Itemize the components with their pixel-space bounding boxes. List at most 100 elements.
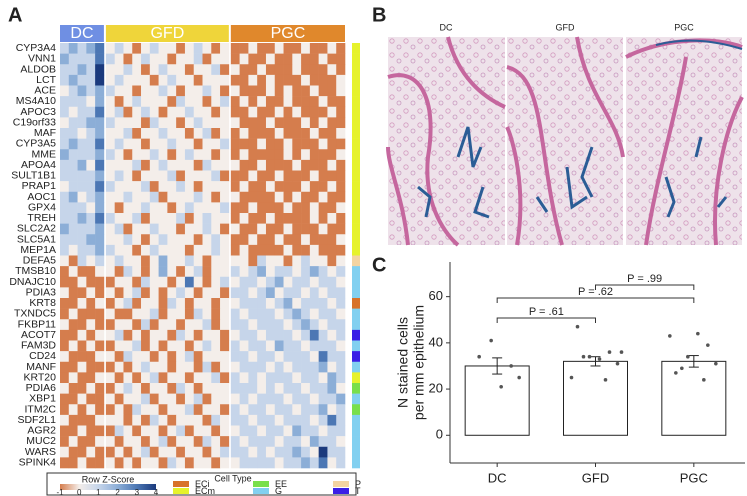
- heatmap-cell: [60, 361, 70, 373]
- gene-label: ITM2C: [25, 403, 57, 415]
- heatmap-cell: [176, 244, 186, 256]
- heatmap-cell: [336, 404, 346, 416]
- heatmap-cell: [257, 138, 267, 150]
- heatmap-cell: [248, 383, 258, 394]
- heatmap-cell: [274, 74, 284, 86]
- heatmap-cell: [230, 53, 240, 65]
- heatmap-cell: [68, 106, 78, 118]
- heatmap-cell: [283, 414, 293, 426]
- heatmap-cell: [327, 138, 337, 150]
- heatmap-cell: [141, 425, 151, 437]
- heatmap-cell: [114, 393, 124, 405]
- heatmap-cell: [167, 223, 177, 235]
- heatmap-cell: [184, 425, 195, 437]
- heatmap-cell: [114, 138, 124, 150]
- heatmap-cell: [283, 138, 293, 150]
- heatmap-cell: [257, 255, 267, 267]
- heatmap-cell: [309, 74, 319, 86]
- heatmap-cell: [132, 202, 142, 214]
- heatmap-cell: [336, 244, 346, 256]
- heatmap-cell: [274, 436, 284, 448]
- heatmap-cell: [95, 393, 105, 405]
- heatmap-cell: [158, 351, 168, 363]
- heatmap-cell: [257, 128, 267, 139]
- heatmap-cell: [77, 191, 87, 203]
- heatmap-cell: [292, 457, 302, 469]
- gene-label: APOC3: [20, 106, 56, 118]
- heatmap-cell: [265, 393, 276, 405]
- heatmap-cell: [193, 106, 203, 118]
- heatmap-cell: [283, 149, 293, 161]
- heatmap-cell: [265, 329, 276, 341]
- heatmap-cell: [86, 340, 96, 352]
- heatmap-cell: [239, 436, 249, 448]
- heatmap-cell: [336, 106, 346, 118]
- heatmap-cell: [141, 404, 151, 416]
- heatmap-cell: [211, 266, 221, 278]
- heatmap-cell: [274, 255, 284, 267]
- heatmap-cell: [77, 393, 87, 405]
- heatmap-cell: [149, 106, 159, 118]
- heatmap-cell: [248, 202, 258, 214]
- heatmap-cell: [114, 372, 124, 384]
- heatmap-cell: [176, 117, 186, 129]
- heatmap-cell: [149, 149, 159, 161]
- heatmap-cell: [301, 414, 311, 426]
- heatmap-cell: [105, 74, 115, 86]
- heatmap-cell: [68, 128, 78, 139]
- heatmap-cell: [68, 404, 78, 416]
- heatmap-cell: [158, 106, 168, 118]
- heatmap-cell: [60, 96, 70, 108]
- heatmap-cell: [123, 106, 133, 118]
- heatmap-cell: [141, 308, 151, 320]
- heatmap-cell: [327, 255, 337, 267]
- heatmap-cell: [239, 223, 249, 235]
- heatmap-cell: [248, 372, 258, 384]
- heatmap-cell: [301, 372, 311, 384]
- heatmap-cell: [95, 213, 105, 224]
- heatmap-cell: [95, 340, 105, 352]
- heatmap-cell: [123, 329, 133, 341]
- heatmap-cell: [239, 393, 249, 405]
- heatmap-cell: [114, 128, 124, 139]
- heatmap-cell: [283, 340, 293, 352]
- heatmap-cell: [60, 213, 70, 224]
- heatmap-cell: [176, 372, 186, 384]
- heatmap-cell: [68, 319, 78, 331]
- heatmap-cell: [336, 43, 346, 54]
- heatmap-cell: [105, 64, 115, 76]
- heatmap-cell: [68, 170, 78, 182]
- heatmap-cell: [211, 191, 221, 203]
- heatmap-cell: [220, 43, 230, 54]
- heatmap-cell: [292, 393, 302, 405]
- heatmap-cell: [301, 404, 311, 416]
- heatmap-cell: [230, 425, 240, 437]
- heatmap-cell: [184, 414, 195, 426]
- heatmap-cell: [132, 361, 142, 373]
- heatmap-cell: [202, 43, 212, 54]
- heatmap-cell: [114, 85, 124, 97]
- heatmap-cell: [193, 213, 203, 224]
- heatmap-cell: [274, 361, 284, 373]
- gene-label: GPX4: [28, 201, 56, 213]
- heatmap-cell: [77, 223, 87, 235]
- heatmap-cell: [184, 106, 195, 118]
- heatmap-cell: [158, 117, 168, 129]
- heatmap-cell: [292, 351, 302, 363]
- heatmap-cell: [283, 202, 293, 214]
- heatmap-cell: [202, 159, 212, 171]
- cell-type-bar: [352, 117, 360, 129]
- heatmap-cell: [86, 287, 96, 299]
- heatmap-cell: [211, 159, 221, 171]
- heatmap-cell: [292, 329, 302, 341]
- heatmap-cell: [68, 287, 78, 299]
- data-point: [668, 334, 672, 338]
- heatmap-cell: [141, 319, 151, 331]
- heatmap-cell: [202, 128, 212, 139]
- heatmap-cell: [248, 340, 258, 352]
- heatmap-cell: [158, 74, 168, 86]
- heatmap-cell: [265, 446, 276, 458]
- heatmap-cell: [230, 223, 240, 235]
- heatmap-cell: [274, 159, 284, 171]
- heatmap-cell: [318, 372, 328, 384]
